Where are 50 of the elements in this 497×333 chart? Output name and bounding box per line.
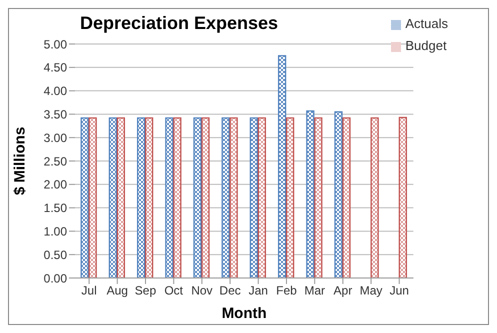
- bar: [314, 117, 322, 278]
- chart-title: Depreciation Expenses: [78, 13, 280, 34]
- y-tick-label: 0.50: [44, 248, 68, 262]
- bar: [222, 117, 230, 278]
- legend-label: Budget: [405, 38, 447, 53]
- y-tick-label: 4.50: [44, 60, 68, 75]
- y-tick-label: 0.00: [44, 271, 68, 286]
- x-tick-label: Dec: [219, 284, 241, 298]
- bar: [370, 117, 379, 278]
- bar: [398, 116, 407, 278]
- bar: [342, 117, 351, 278]
- x-tick-label: Oct: [164, 284, 184, 298]
- x-tick-label: Mar: [304, 284, 326, 298]
- x-tick-label: Sep: [134, 284, 156, 298]
- x-axis-title: Month: [222, 305, 267, 322]
- legend-label: Actuals: [405, 16, 448, 31]
- x-tick-label: Jun: [390, 284, 409, 298]
- bar: [116, 117, 125, 278]
- bar: [80, 117, 89, 278]
- y-tick-label: 3.50: [44, 107, 68, 122]
- y-tick-label: 2.00: [44, 178, 68, 192]
- x-tick-label: Nov: [191, 284, 213, 298]
- bar: [258, 117, 266, 278]
- x-tick-label: Jul: [81, 284, 97, 298]
- x-tick-label: Jan: [248, 284, 268, 298]
- bar: [88, 117, 97, 278]
- x-tick-label: Apr: [334, 284, 352, 298]
- bar: [201, 117, 210, 278]
- bar: [230, 117, 238, 278]
- y-tick-label: 3.00: [44, 130, 68, 145]
- bar: [173, 117, 182, 278]
- y-axis-title: $ Millions: [11, 126, 28, 196]
- bar: [334, 111, 343, 278]
- bar: [250, 117, 258, 278]
- y-tick-label: 5.00: [44, 37, 68, 52]
- y-tick-label: 1.00: [44, 224, 68, 238]
- y-tick-label: 1.50: [44, 201, 68, 216]
- bar: [278, 55, 286, 278]
- bar: [306, 110, 314, 278]
- bar: [286, 117, 294, 278]
- x-tick-label: Aug: [106, 284, 128, 298]
- y-tick-label: 4.00: [44, 84, 68, 98]
- x-tick-label: Feb: [276, 284, 298, 298]
- bar: [108, 117, 117, 278]
- bar: [136, 117, 146, 278]
- bar: [193, 117, 202, 278]
- x-tick-label: May: [360, 284, 382, 298]
- bar: [144, 117, 154, 278]
- bar: [165, 117, 174, 278]
- y-tick-label: 2.50: [44, 154, 68, 168]
